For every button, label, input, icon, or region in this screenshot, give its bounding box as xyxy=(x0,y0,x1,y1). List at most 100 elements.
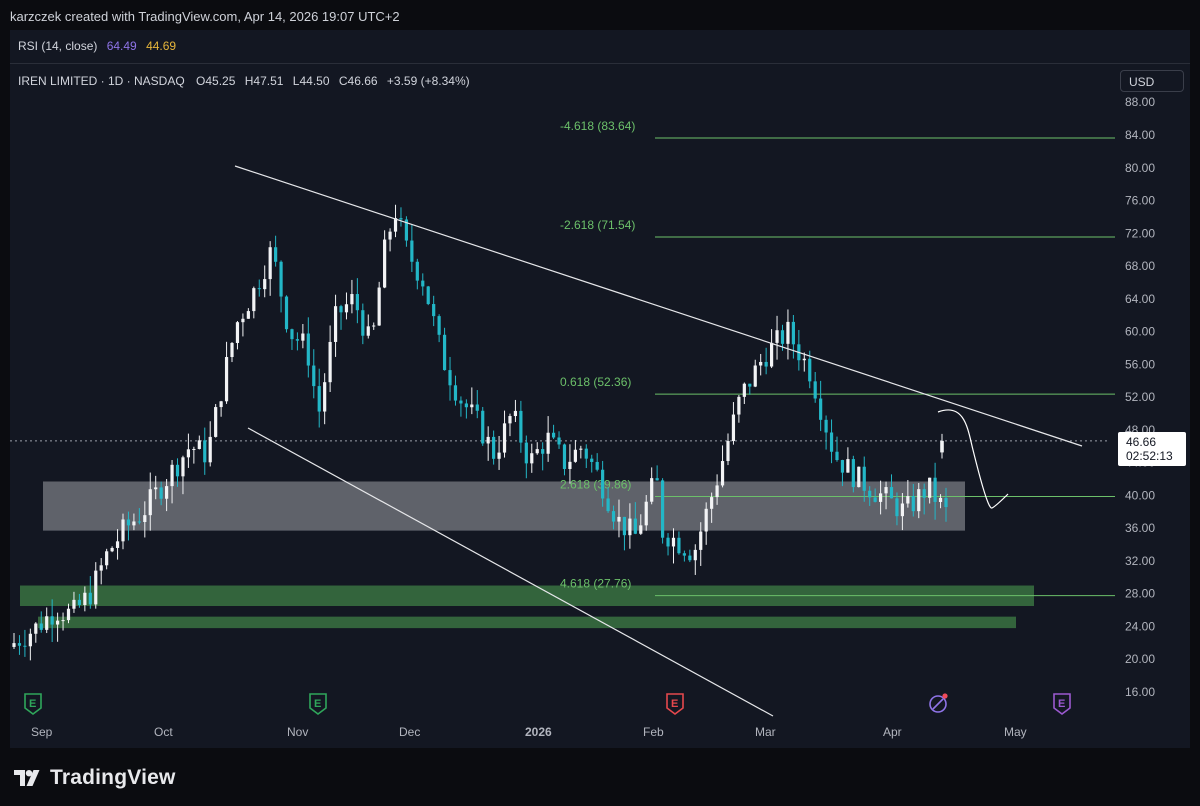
fib-label: 0.618 (52.36) xyxy=(560,375,631,389)
price-axis-label: 28.00 xyxy=(1125,587,1155,601)
candle-body xyxy=(878,493,883,502)
candle-body xyxy=(399,218,403,220)
price-axis-label: 88.00 xyxy=(1125,95,1155,109)
candle-body xyxy=(295,339,300,341)
candle-body xyxy=(742,383,746,397)
candle-body xyxy=(639,525,643,534)
candle-body xyxy=(655,478,659,481)
candle-body xyxy=(252,288,256,312)
candle-body xyxy=(666,537,670,547)
candle-body xyxy=(197,440,201,449)
green-zone-lower[interactable] xyxy=(38,616,1016,629)
candle-body xyxy=(650,478,654,502)
candle-body xyxy=(23,645,27,647)
candle-body xyxy=(137,521,141,523)
upper-trendline[interactable] xyxy=(234,165,1083,447)
candle-body xyxy=(208,436,212,463)
candle-body xyxy=(573,449,577,462)
candle-body xyxy=(175,464,180,477)
candle-body xyxy=(584,448,588,459)
candle-body xyxy=(693,549,697,561)
candle-body xyxy=(720,461,725,486)
pane-separator[interactable] xyxy=(10,63,1190,64)
candle-body xyxy=(906,496,910,504)
price-axis-label: 84.00 xyxy=(1125,128,1155,142)
candle-body xyxy=(312,365,316,387)
close-label: C xyxy=(338,74,348,88)
candle-body xyxy=(470,404,474,408)
candle-body xyxy=(502,423,507,453)
candle-body xyxy=(453,385,458,401)
candle-body xyxy=(475,404,479,411)
candle-body xyxy=(45,616,49,630)
footer-bar: TradingView xyxy=(0,748,1200,806)
candle-body xyxy=(268,247,272,280)
time-axis-label: May xyxy=(1004,725,1027,739)
attribution-text: karzczek created with TradingView.com, A… xyxy=(10,9,400,24)
currency-button[interactable]: USD xyxy=(1120,70,1184,92)
candle-body xyxy=(165,486,169,499)
candle-body xyxy=(601,469,605,499)
tradingview-logo[interactable]: TradingView xyxy=(14,766,176,790)
candle-body xyxy=(66,608,71,621)
header-bar: karzczek created with TradingView.com, A… xyxy=(0,0,1200,30)
candle-body xyxy=(279,261,283,297)
candle-body xyxy=(922,489,926,498)
earnings-marker-icon[interactable] xyxy=(1053,693,1071,715)
candle-body xyxy=(895,498,899,517)
candle-body xyxy=(393,218,398,232)
candle-body xyxy=(546,432,550,454)
candle-body xyxy=(12,643,16,647)
open-label: O xyxy=(196,74,206,88)
candle-body xyxy=(857,466,861,488)
price-axis-label: 24.00 xyxy=(1125,619,1155,633)
candle-body xyxy=(154,487,158,490)
tradingview-logo-icon xyxy=(14,770,40,786)
candle-body xyxy=(192,448,196,450)
candle-body xyxy=(219,401,223,408)
candle-body xyxy=(377,287,381,326)
candle-body xyxy=(579,448,583,450)
earnings-marker-icon[interactable] xyxy=(24,693,42,715)
candle-body xyxy=(350,294,354,305)
earnings-marker-icon[interactable] xyxy=(309,693,327,715)
earnings-marker-letter: E xyxy=(1058,698,1065,710)
green-zone-upper[interactable] xyxy=(20,585,1034,606)
candle-body xyxy=(530,453,534,464)
chart-panel[interactable]: -4.618 (83.64) -2.618 (71.54) 0.618 (52.36… xyxy=(10,30,1190,748)
candle-body xyxy=(704,508,708,532)
projection-curve xyxy=(937,409,1009,509)
time-axis-label: Dec xyxy=(399,725,420,739)
lower-trendline[interactable] xyxy=(247,427,774,717)
candle-body xyxy=(633,518,637,534)
candle-body xyxy=(775,330,779,343)
candle-body xyxy=(508,416,512,424)
price-axis-label: 64.00 xyxy=(1125,292,1155,306)
symbol-label[interactable]: IREN LIMITED · 1D · NASDAQ xyxy=(18,74,185,88)
candle-body xyxy=(813,381,817,399)
candle-body xyxy=(660,480,665,538)
gray-zone[interactable] xyxy=(43,481,965,531)
candle-body xyxy=(301,333,305,341)
candle-body xyxy=(235,322,240,343)
candle-body xyxy=(492,436,496,459)
low-label: L xyxy=(292,74,300,88)
rsi-legend[interactable]: RSI (14, close) 64.49 44.69 xyxy=(18,39,176,53)
current-candle-body xyxy=(940,440,944,453)
earnings-marker-icon[interactable] xyxy=(666,693,684,715)
event-marker-icon[interactable] xyxy=(929,695,947,713)
price-axis-label: 40.00 xyxy=(1125,488,1155,502)
candle-body xyxy=(513,410,518,417)
candle-body xyxy=(186,449,191,458)
candle-body xyxy=(203,440,207,463)
candle-body xyxy=(77,599,82,606)
price-chart[interactable]: -4.618 (83.64) -2.618 (71.54) 0.618 (52.36… xyxy=(10,30,1190,748)
candle-body xyxy=(110,547,114,552)
candle-body xyxy=(786,321,790,344)
earnings-marker-letter: E xyxy=(29,698,36,710)
candle-body xyxy=(274,247,278,262)
change-value: +3.59 (+8.34%) xyxy=(386,74,470,88)
candle-body xyxy=(824,419,828,433)
price-axis-label: 52.00 xyxy=(1125,390,1155,404)
candle-body xyxy=(94,570,98,605)
